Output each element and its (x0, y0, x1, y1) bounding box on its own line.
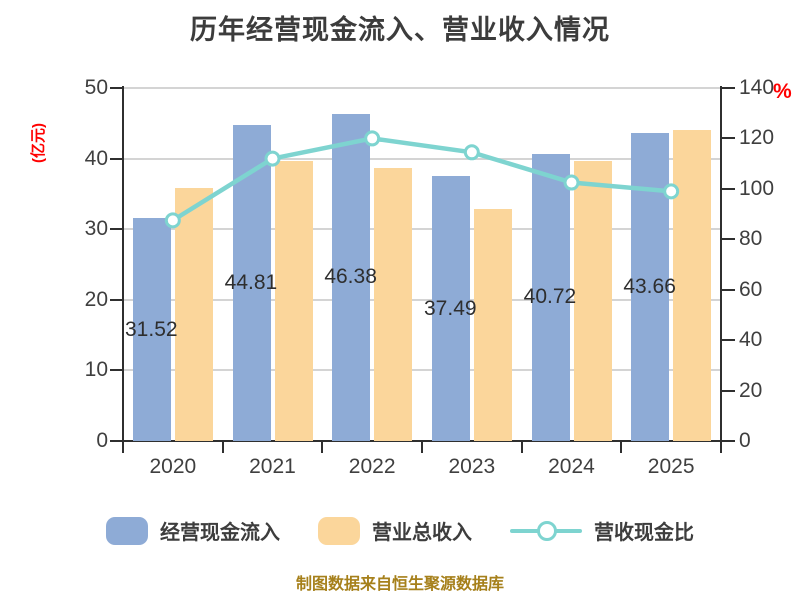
bar-total-revenue (175, 188, 213, 441)
bar-total-revenue (573, 160, 612, 441)
bar-value-label: 43.66 (623, 274, 676, 298)
x-axis-tick (620, 442, 623, 453)
ratio-line (170, 136, 674, 223)
right-axis-tick (722, 339, 735, 342)
left-axis-unit-label: (亿元) (30, 123, 47, 163)
right-axis-tick (722, 440, 735, 442)
right-axis-tick-label: 80 (739, 227, 763, 251)
bar-operating-cash-inflow (332, 113, 371, 441)
bar-operating-cash-inflow (531, 153, 570, 441)
left-axis-tick (110, 87, 123, 89)
left-axis-tick (110, 440, 123, 442)
left-axis-tick (110, 369, 123, 372)
bar-total-revenue (673, 130, 712, 441)
right-axis-unit-label: % (773, 80, 792, 103)
right-axis-tick-label: 100 (739, 176, 775, 200)
right-axis-tick (722, 87, 735, 89)
legend-swatch-bar (106, 516, 148, 545)
legend-label: 经营现金流入 (160, 522, 280, 544)
left-axis-tick-label: 10 (84, 358, 108, 382)
x-axis-tick-label: 2023 (448, 455, 496, 478)
right-axis-tick (722, 137, 735, 140)
x-axis-tick (122, 442, 124, 453)
right-axis-tick-label: 0 (739, 429, 751, 452)
legend-line-marker-dot (537, 520, 557, 541)
bar-total-revenue (274, 160, 313, 441)
legend-label: 营业总收入 (372, 522, 472, 544)
x-axis-tick (421, 442, 423, 453)
gridline (123, 369, 721, 372)
bar-value-label: 31.52 (125, 317, 177, 341)
bar-operating-cash-inflow (432, 176, 470, 441)
chart-title: 历年经营现金流入、营业收入情况 (190, 15, 610, 45)
bottom-axis-spine (111, 440, 722, 442)
gridline (123, 157, 721, 160)
bar-operating-cash-inflow (133, 218, 171, 441)
right-axis-tick-label: 120 (739, 126, 775, 150)
bar-total-revenue (374, 168, 413, 441)
left-axis-tick (110, 228, 123, 231)
left-axis-tick-label: 20 (84, 287, 108, 311)
right-axis-tick-label: 60 (739, 277, 763, 301)
left-axis-tick-label: 30 (84, 217, 108, 241)
left-axis-tick-label: 0 (96, 429, 108, 452)
left-axis-tick (110, 157, 123, 160)
x-axis-tick-label: 2025 (647, 455, 695, 478)
right-axis-spine (720, 86, 722, 445)
x-axis-tick-label: 2020 (149, 455, 197, 478)
left-axis-tick (110, 298, 123, 301)
x-axis-tick-label: 2024 (548, 455, 595, 478)
x-axis-tick (720, 442, 722, 453)
right-axis-tick-label: 40 (739, 328, 763, 352)
left-axis-tick-label: 40 (84, 146, 108, 170)
legend-item-ratio: 营收现金比 (510, 516, 694, 545)
bar-value-label: 46.38 (324, 265, 377, 289)
bar-value-label: 37.49 (424, 296, 476, 320)
legend-label: 营收现金比 (594, 522, 694, 544)
legend-swatch-line-marker (510, 517, 582, 545)
bar-total-revenue (474, 209, 512, 441)
right-axis-tick-label: 20 (739, 378, 763, 402)
gridline (123, 228, 721, 231)
ratio-line-marker (364, 130, 381, 147)
left-axis-tick-label: 50 (84, 76, 108, 99)
x-axis-tick-label: 2022 (348, 455, 396, 478)
gridline (123, 298, 721, 301)
right-axis-tick (722, 238, 735, 241)
bar-value-label: 40.72 (523, 285, 576, 309)
ratio-line-marker (264, 150, 281, 167)
bar-value-label: 44.81 (224, 270, 277, 294)
x-axis-tick-label: 2021 (249, 455, 296, 478)
ratio-line-marker (463, 144, 480, 161)
right-axis-tick-label: 140 (739, 76, 775, 99)
ratio-line-chart (164, 130, 680, 229)
gridline (123, 87, 721, 89)
x-axis-tick (221, 442, 224, 453)
right-axis-tick (722, 389, 735, 392)
x-axis-tick (321, 442, 324, 453)
legend-item-revenue: 营业总收入 (318, 516, 472, 545)
right-axis-tick (722, 288, 735, 291)
ratio-line-marker (663, 183, 680, 200)
plot-area: 31.52 44.81 46.38 37.49 40.72 43.66 (123, 87, 721, 441)
legend-item-cash-inflow: 经营现金流入 (106, 516, 280, 545)
right-axis-tick (722, 187, 735, 190)
legend: 经营现金流入 营业总收入 营收现金比 (0, 516, 800, 545)
x-axis-tick (520, 442, 523, 453)
source-note: 制图数据来自恒生聚源数据库 (295, 576, 504, 593)
ratio-line-marker (563, 174, 580, 191)
ratio-line-marker (164, 212, 181, 229)
legend-swatch-bar (318, 516, 360, 545)
left-axis-spine (122, 86, 124, 445)
bar-operating-cash-inflow (631, 132, 670, 441)
